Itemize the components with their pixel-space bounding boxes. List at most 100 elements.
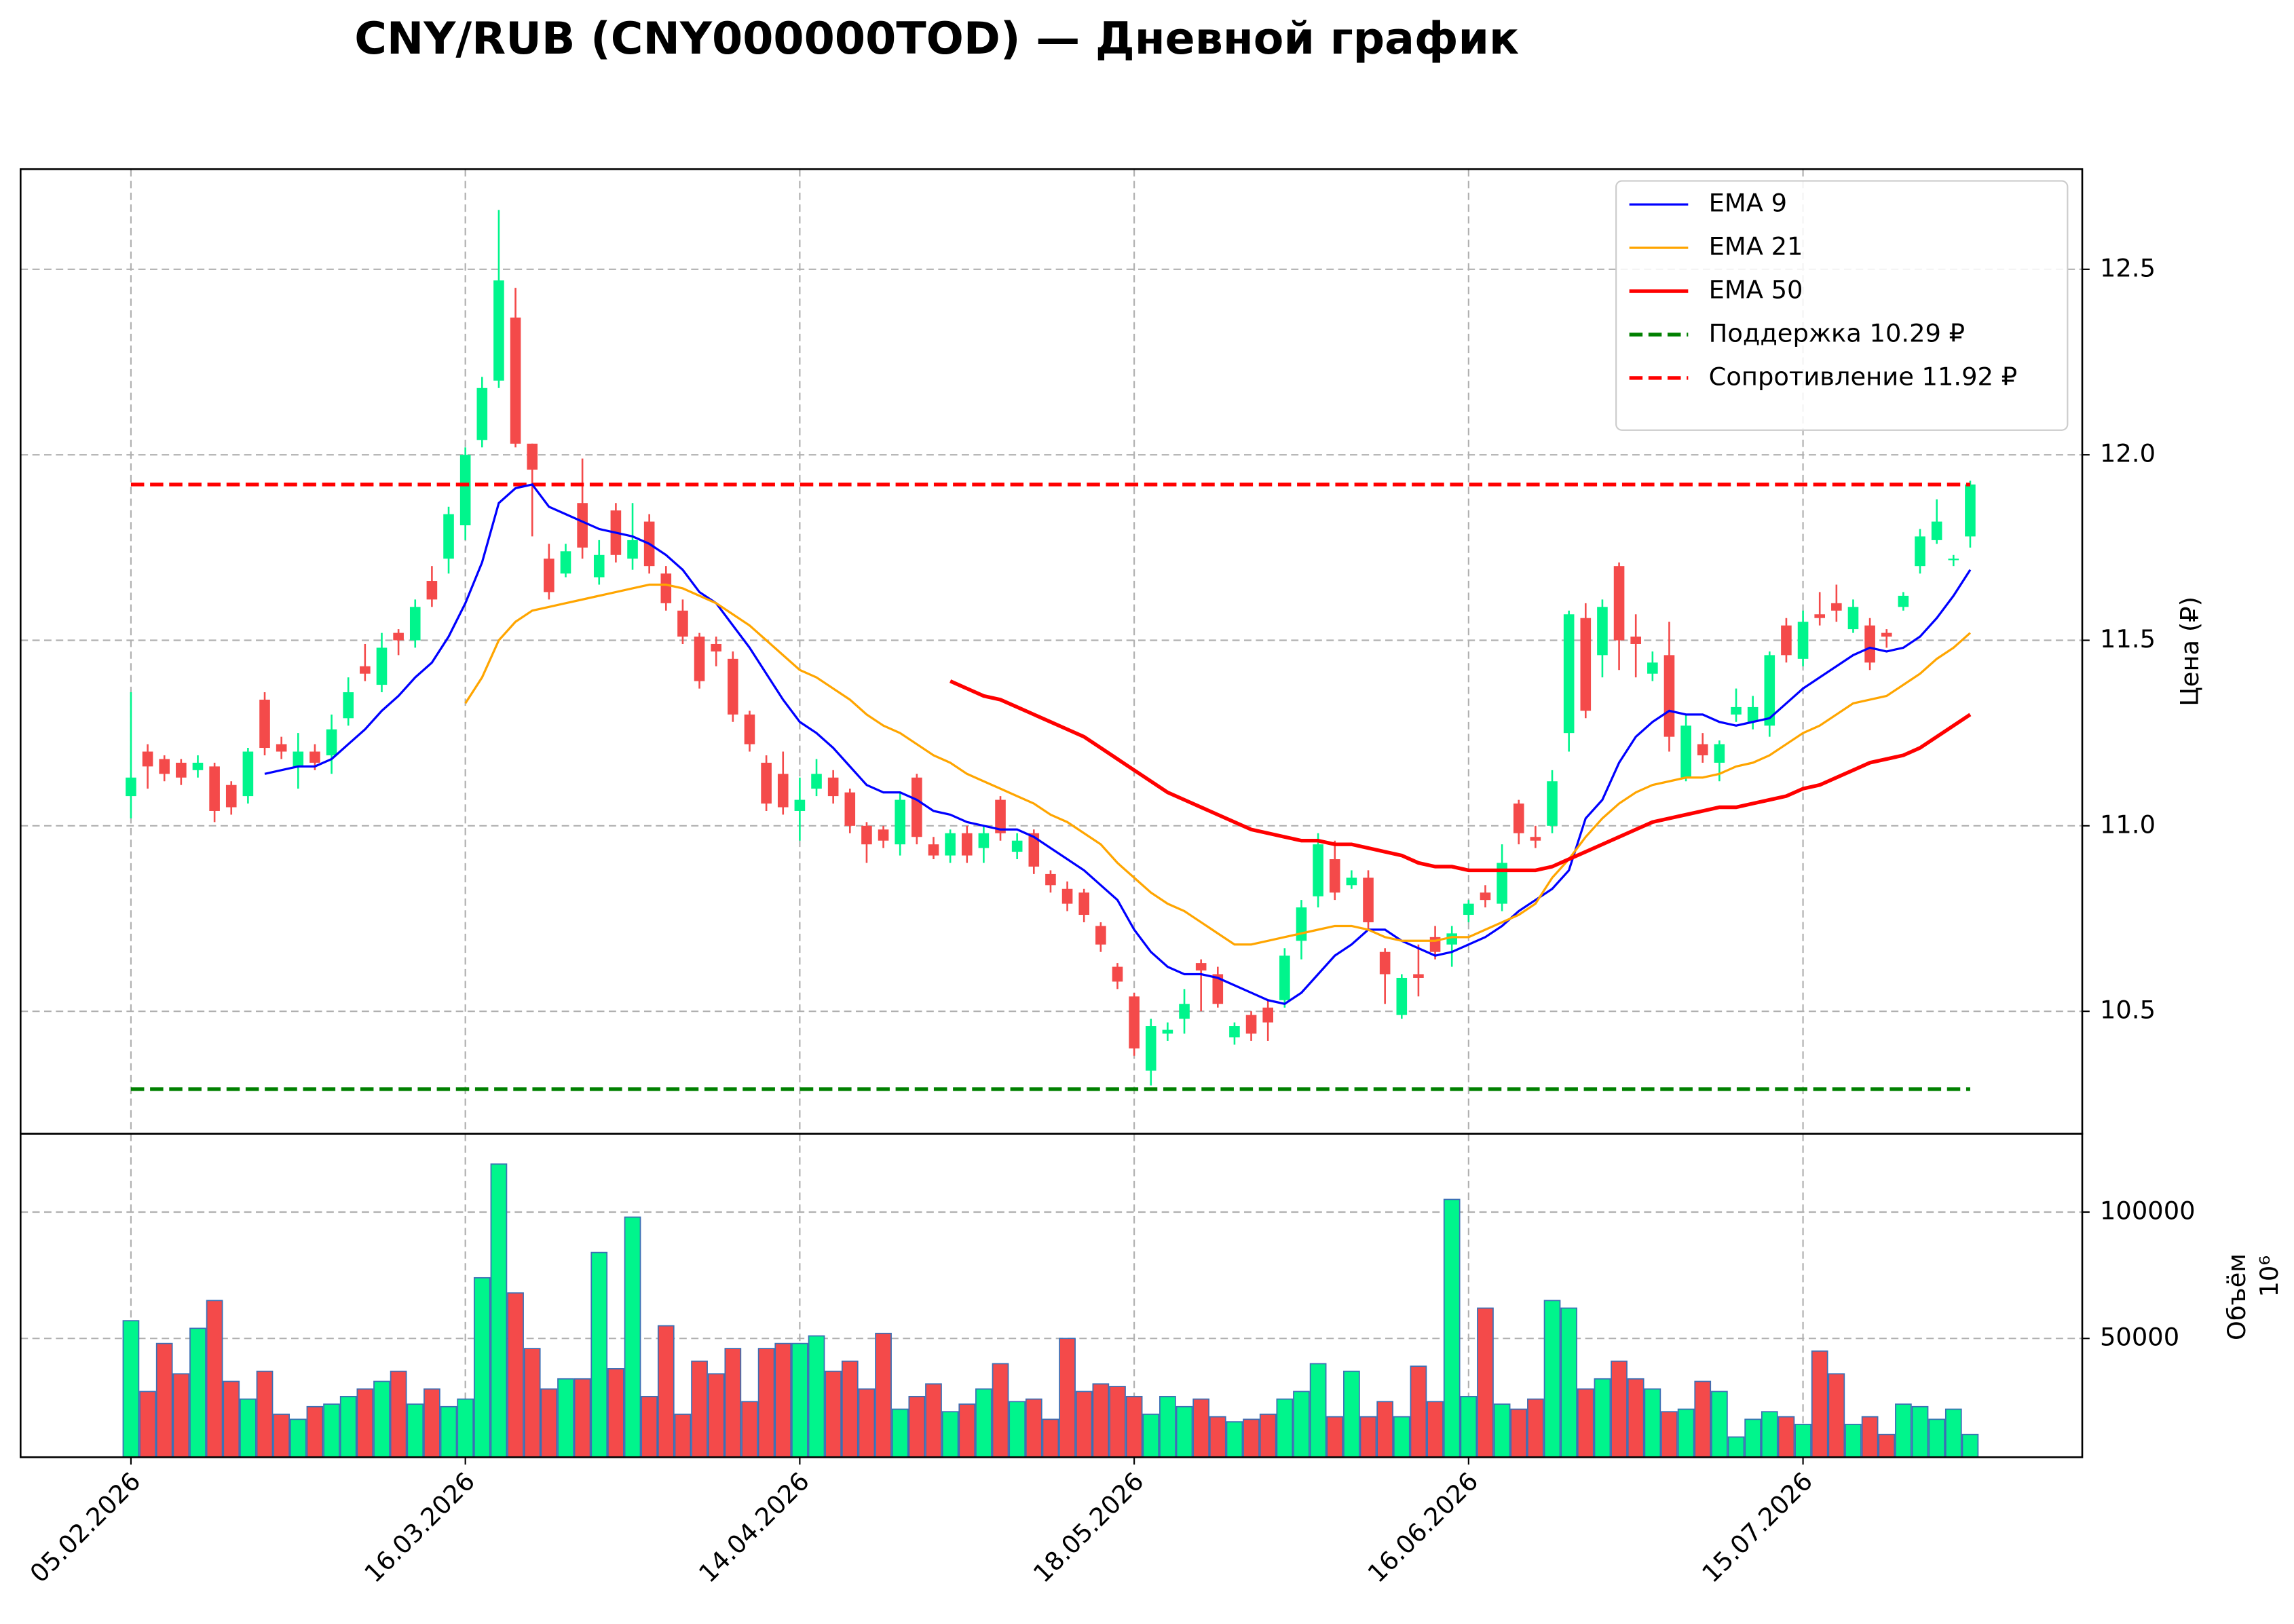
volume-bar — [1878, 1433, 1896, 1458]
candle-body — [1714, 744, 1725, 763]
volume-bar — [1009, 1401, 1026, 1458]
volume-bar — [1727, 1436, 1745, 1458]
volume-bar — [1961, 1433, 1979, 1458]
volume-bar — [240, 1398, 257, 1458]
volume-bar — [590, 1251, 608, 1458]
volume-bar — [1944, 1408, 1962, 1458]
candle-body — [1396, 977, 1408, 1015]
candle-body — [192, 762, 204, 770]
candle-body — [1747, 706, 1759, 722]
candle-body — [1731, 706, 1742, 715]
candle-body — [1296, 907, 1307, 941]
volume-bar — [1059, 1338, 1076, 1458]
candle-body — [1613, 566, 1625, 641]
candle-body — [1497, 863, 1507, 904]
volume-bar — [1794, 1423, 1811, 1458]
candle-body — [811, 774, 822, 789]
candle-body — [1630, 637, 1642, 644]
volume-bar — [1661, 1411, 1678, 1458]
candle-body — [1028, 833, 1040, 867]
candle-body — [1797, 622, 1809, 659]
volume-bar — [339, 1395, 357, 1458]
volume-bar — [189, 1327, 206, 1458]
legend-label: Сопротивление 11.92 ₽ — [1709, 362, 2017, 391]
candle-body — [209, 766, 220, 811]
candle-body — [1781, 625, 1792, 656]
volume-bar — [1845, 1423, 1862, 1458]
candle-body — [493, 280, 504, 381]
legend: EMA 9 EMA 21 EMA 50 Поддержка 10.29 ₽ Сопрот… — [1615, 180, 2069, 431]
candle-body — [1530, 837, 1541, 841]
volume-bar — [356, 1388, 374, 1458]
volume-bar — [808, 1335, 825, 1458]
volume-bar — [424, 1388, 440, 1458]
candle-body — [126, 777, 136, 797]
volume-bar — [841, 1360, 859, 1458]
candle-body — [1697, 744, 1708, 755]
volume-bar — [1711, 1391, 1728, 1458]
volume-bar — [1243, 1418, 1260, 1458]
volume-bar — [975, 1388, 992, 1458]
volume-bar — [1376, 1401, 1394, 1458]
volume-bar — [1543, 1300, 1561, 1458]
volume-bar — [1460, 1395, 1478, 1458]
y-axis-label: Объём — [2222, 1253, 2251, 1340]
candle-body — [711, 643, 722, 652]
candle-body — [326, 729, 337, 755]
candle-body — [142, 751, 153, 767]
volume-bar — [490, 1163, 508, 1458]
candle-body — [1915, 536, 1925, 567]
y-tick-label: 50000 — [2100, 1323, 2179, 1352]
candle-body — [995, 799, 1006, 833]
candle-body — [476, 388, 488, 440]
candle-body — [1245, 1015, 1257, 1034]
volume-bar — [155, 1342, 173, 1458]
y-tick-label: 100000 — [2100, 1196, 2196, 1226]
volume-bar — [1477, 1307, 1494, 1458]
volume-bar — [1393, 1416, 1410, 1458]
legend-box — [1615, 180, 2069, 431]
candle-body — [978, 833, 990, 848]
volume-bar — [825, 1370, 842, 1458]
candle-body — [844, 792, 856, 826]
volume-bar — [607, 1368, 624, 1458]
volume-bar — [958, 1403, 976, 1458]
candle-body — [777, 774, 789, 808]
volume-bar — [1443, 1198, 1461, 1458]
volume-bar — [523, 1348, 541, 1458]
volume-bar — [172, 1373, 190, 1458]
offset-label: 10⁶ — [2255, 1255, 2284, 1298]
y-axis-label: Цена (₽) — [2175, 597, 2204, 706]
volume-bar — [1527, 1398, 1544, 1458]
candle-body — [560, 551, 571, 574]
volume-bar — [875, 1332, 892, 1458]
candle-body — [276, 744, 287, 752]
volume-bar — [1326, 1416, 1344, 1458]
volume-bar — [1109, 1386, 1126, 1458]
y-tick-label: 11.5 — [2100, 624, 2156, 654]
volume-bar — [540, 1388, 558, 1458]
volume-bar — [1928, 1418, 1946, 1458]
volume-bar — [925, 1383, 942, 1458]
y-tick-label: 11.0 — [2100, 810, 2156, 839]
volume-bar — [574, 1378, 591, 1458]
candle-body — [1078, 892, 1090, 915]
volume-bar — [774, 1342, 792, 1458]
volume-bar — [1577, 1388, 1594, 1458]
volume-bar — [1744, 1418, 1762, 1458]
volume-bar — [1560, 1307, 1578, 1458]
candle-body — [1647, 662, 1658, 674]
candle-body — [1229, 1026, 1240, 1038]
candle-body — [1212, 974, 1224, 1004]
candle-body — [1948, 559, 1959, 561]
candle-body — [1663, 655, 1675, 737]
candle-body — [1179, 1004, 1190, 1019]
candle-body — [928, 844, 939, 856]
volume-bar — [1861, 1416, 1879, 1458]
candle-body — [1413, 974, 1424, 978]
volume-bar — [1309, 1363, 1327, 1458]
volume-bar — [1611, 1360, 1628, 1458]
volume-bar — [674, 1414, 692, 1458]
volume-bar — [557, 1378, 574, 1458]
